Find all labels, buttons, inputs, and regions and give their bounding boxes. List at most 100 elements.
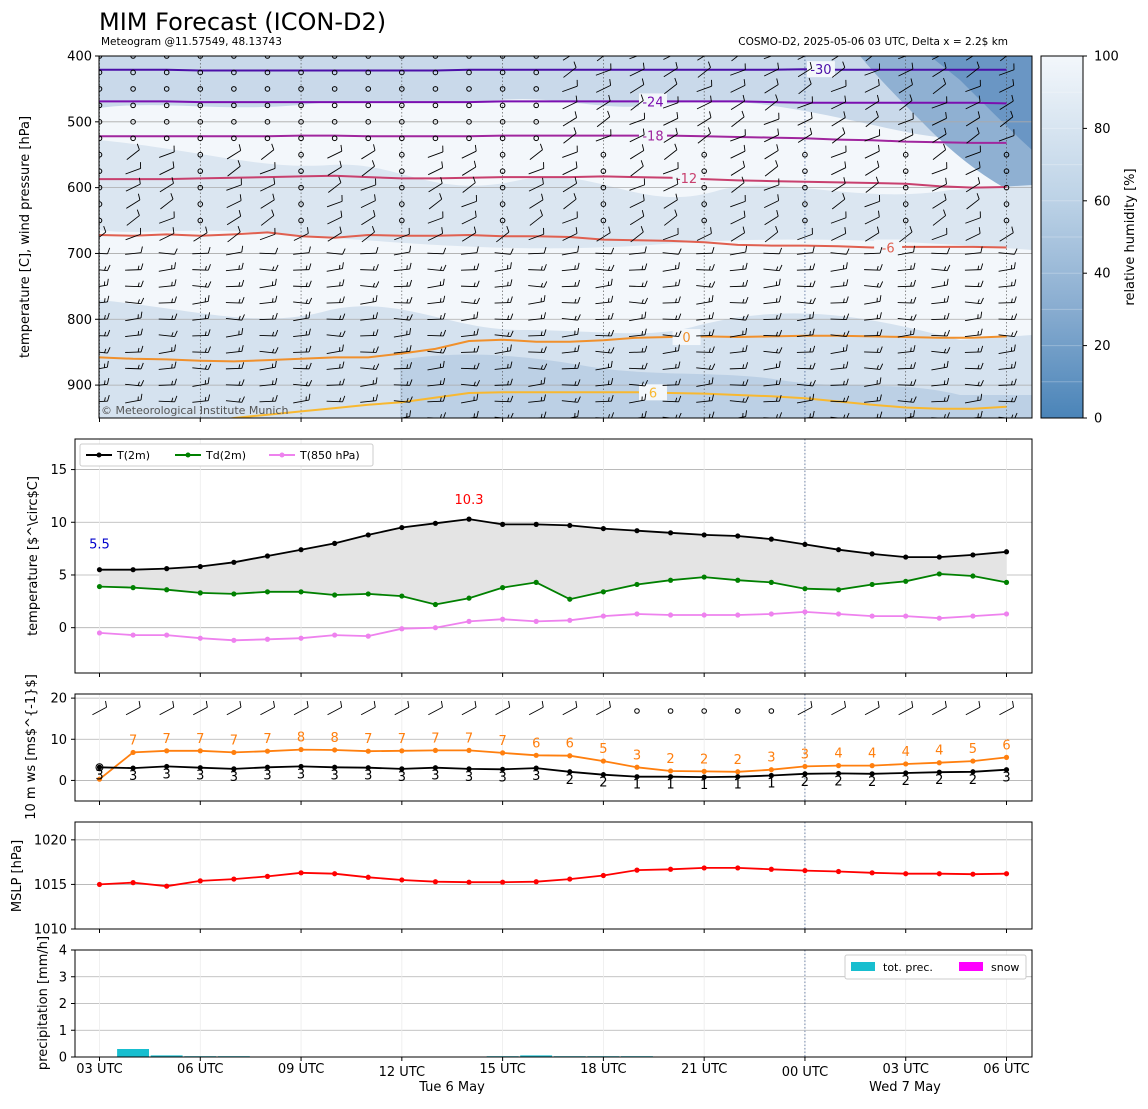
td2m-point	[835, 587, 842, 593]
barb-shaft	[596, 100, 611, 111]
barb-flag	[575, 95, 578, 102]
panel3-gridlines	[75, 694, 1032, 801]
barb-flag	[946, 295, 950, 303]
wind-barb	[796, 410, 815, 418]
barb-shaft	[529, 199, 544, 209]
wind-barb	[796, 362, 816, 370]
barb-flag	[711, 394, 714, 401]
barb-flag	[508, 700, 511, 708]
barb-flag	[107, 329, 111, 337]
barb-shaft	[864, 334, 881, 337]
barb-flag	[274, 162, 276, 169]
barb-flag	[406, 282, 409, 287]
barb-flag	[473, 299, 476, 304]
wind-barb-calm	[499, 69, 506, 76]
barb-flag	[610, 377, 614, 385]
barb-flag	[542, 177, 544, 185]
barb-shaft	[361, 165, 375, 177]
wind-barb	[595, 129, 612, 142]
wind-barb	[662, 162, 679, 175]
wind-barb	[662, 296, 681, 304]
wind-barb	[697, 61, 711, 78]
barb-flag	[913, 410, 915, 417]
wind-barb	[864, 346, 883, 353]
wind-barb	[562, 161, 578, 176]
wind-barb	[360, 178, 377, 191]
barb-flag	[911, 700, 914, 708]
gust-point	[903, 761, 909, 767]
barb-flag	[675, 46, 679, 52]
barb-flag	[372, 331, 375, 336]
barb-flag	[608, 226, 611, 233]
barb-flag	[171, 363, 173, 369]
barb-flag	[275, 295, 278, 303]
barb-flag	[775, 397, 778, 402]
td2m-point	[936, 571, 942, 577]
barb-flag	[677, 96, 679, 103]
barb-flag	[946, 227, 948, 235]
wind-barb	[830, 361, 849, 370]
barb-shaft	[797, 706, 813, 716]
wind-barb	[662, 344, 680, 355]
barb-flag	[876, 265, 879, 271]
barb-shaft	[664, 215, 678, 226]
barb-shaft	[327, 232, 342, 242]
barb-flag	[340, 210, 343, 218]
barb-flag	[408, 227, 410, 235]
mean-wind-point	[970, 769, 976, 775]
barb-shaft	[831, 101, 846, 110]
barb-shaft	[764, 68, 779, 77]
barb-flag	[442, 412, 447, 418]
barb-flag	[137, 331, 140, 336]
wind-barb-calm	[802, 184, 808, 191]
barb-flag	[977, 111, 981, 118]
barb-shaft	[965, 56, 980, 61]
barb-flag	[540, 380, 542, 385]
barb-flag	[107, 264, 111, 271]
mslp-point	[96, 881, 103, 888]
wind-barb	[932, 143, 947, 160]
gust-value-label: 4	[834, 747, 842, 762]
barb-flag	[339, 281, 341, 286]
gust-point	[1003, 754, 1010, 760]
t850-point	[432, 625, 439, 631]
wind-barb	[864, 295, 882, 305]
wind-barb-calm	[802, 151, 808, 158]
barb-shaft	[259, 168, 276, 175]
barb-shaft	[360, 200, 376, 209]
barb-flag	[573, 46, 578, 52]
barb-flag	[577, 296, 581, 304]
barb-flag	[342, 330, 346, 337]
t850-point	[667, 612, 674, 618]
contour-label: -18	[642, 130, 663, 145]
wind-barb	[192, 281, 212, 288]
barb-flag	[812, 410, 815, 418]
barb-flag	[339, 264, 341, 270]
barb-flag	[709, 111, 712, 118]
wind-barb	[796, 379, 816, 387]
xtick-label: 03 UTC	[882, 1062, 928, 1077]
wind-barb-calm	[802, 201, 808, 207]
barb-flag	[272, 380, 274, 385]
barb-flag	[273, 700, 276, 708]
panel4-series	[96, 865, 1010, 889]
wind-barb	[764, 194, 780, 209]
barb-shaft	[797, 56, 813, 60]
barb-shaft	[663, 67, 678, 78]
wind-barb	[529, 209, 543, 226]
barb-flag	[476, 263, 480, 270]
wind-barb	[628, 379, 648, 387]
barb-flag	[808, 77, 812, 85]
barb-shaft	[731, 56, 745, 62]
ytick-label: 15	[50, 463, 67, 478]
wind-barb	[729, 362, 749, 370]
barb-shaft	[595, 69, 612, 76]
barb-flag	[745, 345, 748, 352]
t2m-point	[970, 552, 976, 558]
barb-flag	[577, 262, 580, 270]
barb-flag	[139, 162, 142, 169]
wind-barb	[965, 700, 981, 716]
barb-flag	[778, 329, 783, 337]
barb-shaft	[696, 269, 713, 271]
t850-point	[533, 618, 539, 624]
